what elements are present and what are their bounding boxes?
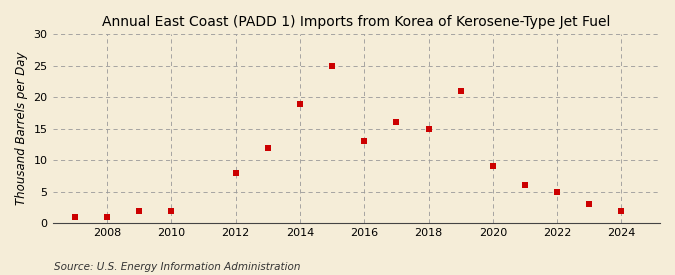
Point <box>551 189 562 194</box>
Point <box>294 101 305 106</box>
Point <box>359 139 370 144</box>
Point <box>487 164 498 169</box>
Point <box>584 202 595 207</box>
Point <box>423 126 434 131</box>
Point <box>391 120 402 125</box>
Point <box>520 183 531 188</box>
Point <box>456 89 466 93</box>
Text: Source: U.S. Energy Information Administration: Source: U.S. Energy Information Administ… <box>54 262 300 272</box>
Y-axis label: Thousand Barrels per Day: Thousand Barrels per Day <box>15 52 28 205</box>
Point <box>327 64 338 68</box>
Point <box>166 208 177 213</box>
Point <box>616 208 627 213</box>
Point <box>263 145 273 150</box>
Point <box>134 208 144 213</box>
Point <box>70 215 80 219</box>
Point <box>230 170 241 175</box>
Title: Annual East Coast (PADD 1) Imports from Korea of Kerosene-Type Jet Fuel: Annual East Coast (PADD 1) Imports from … <box>102 15 610 29</box>
Point <box>102 215 113 219</box>
